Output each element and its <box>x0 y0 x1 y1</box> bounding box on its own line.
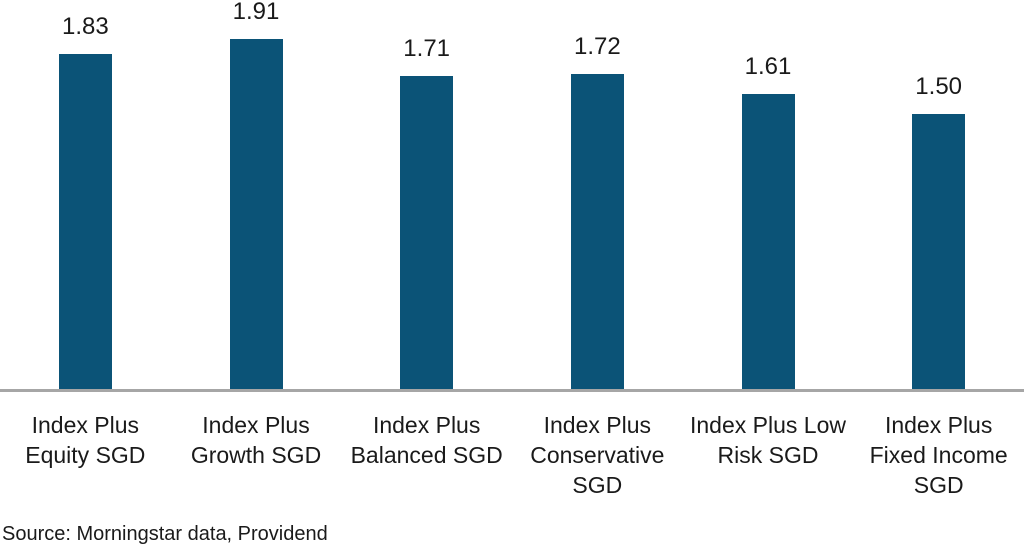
bar <box>400 76 454 389</box>
x-axis-label: Index Plus Conservative SGD <box>530 412 665 498</box>
bar <box>229 39 283 389</box>
bar <box>741 94 795 389</box>
bar-chart-plot-area: 1.83 1.91 1.71 1.72 1.61 1.50 <box>0 0 1024 392</box>
bar <box>58 54 112 389</box>
x-axis-label: Index Plus Fixed Income SGD <box>869 412 1008 498</box>
x-axis-label: Index Plus Growth SGD <box>190 412 322 468</box>
x-axis-label: Index Plus Balanced SGD <box>350 412 503 468</box>
bar-value-label: 1.83 <box>61 13 109 40</box>
bar-value-label: 1.50 <box>915 73 963 100</box>
bar-value-label: 1.71 <box>403 35 451 62</box>
x-axis-label: Index Plus Equity SGD <box>25 412 146 468</box>
bar <box>912 114 966 389</box>
bar-value-label: 1.91 <box>232 0 280 25</box>
x-axis-label: Index Plus Low Risk SGD <box>690 412 846 468</box>
bar-value-label: 1.72 <box>573 33 621 60</box>
x-axis-labels: Index Plus Equity SGD Index Plus Growth S… <box>0 410 1024 510</box>
source-note: Source: Morningstar data, Providend <box>2 523 328 545</box>
bar-value-label: 1.61 <box>744 53 792 80</box>
bar <box>570 74 624 389</box>
x-axis-line <box>0 389 1024 392</box>
